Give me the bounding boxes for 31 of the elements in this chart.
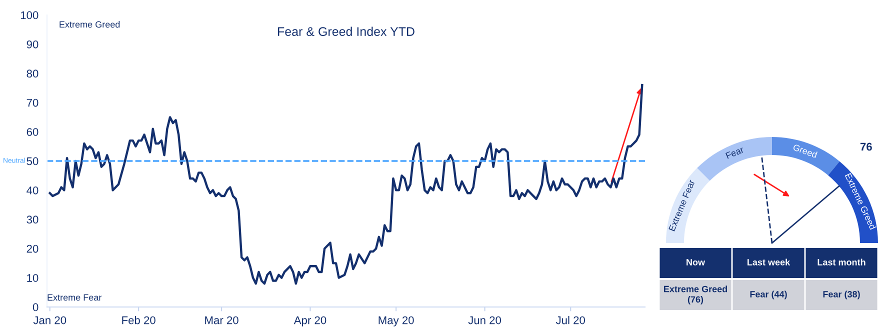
y-tick-label: 40 bbox=[26, 186, 38, 194]
slice-label: Greed bbox=[792, 144, 818, 158]
x-tick-label: Jun 20 bbox=[468, 316, 502, 324]
x-tick-label: May 20 bbox=[378, 316, 414, 326]
line-series bbox=[48, 84, 644, 285]
annotation: Extreme Fear bbox=[48, 294, 102, 301]
y-tick-label: 90 bbox=[26, 40, 38, 48]
x-tick-label: Jan 20 bbox=[33, 316, 66, 324]
text: Fear (44) bbox=[750, 290, 787, 300]
x-tick-label: Jul 20 bbox=[556, 316, 585, 324]
y-tick-label: 100 bbox=[20, 11, 38, 20]
x-tick-label: Apr 20 bbox=[294, 316, 326, 326]
text: Last week bbox=[748, 258, 790, 266]
y-tick-label: 70 bbox=[26, 98, 38, 107]
slice-label: Fear bbox=[726, 146, 744, 159]
y-tick-label: 50 bbox=[26, 157, 38, 166]
y-tick-label: 60 bbox=[26, 128, 38, 136]
text: Now bbox=[686, 259, 706, 266]
y-tick-label: 30 bbox=[26, 216, 38, 224]
annotation: Extreme Greed bbox=[60, 21, 120, 28]
text: Fear (38) bbox=[823, 290, 860, 300]
y-tick-label: 20 bbox=[26, 244, 38, 253]
x-tick-label: Mar 20 bbox=[205, 316, 238, 324]
text: Extreme Greed (76) bbox=[664, 286, 728, 304]
y-tick-label: 80 bbox=[26, 70, 38, 78]
text: Fear & Greed Index YTD bbox=[278, 26, 414, 36]
text: Last month bbox=[818, 258, 866, 266]
x-tick-label: Feb 20 bbox=[122, 316, 156, 324]
y-tick-label: 10 bbox=[27, 274, 38, 282]
y-tick-label: 0 bbox=[32, 303, 38, 312]
text: 76 bbox=[860, 142, 872, 151]
